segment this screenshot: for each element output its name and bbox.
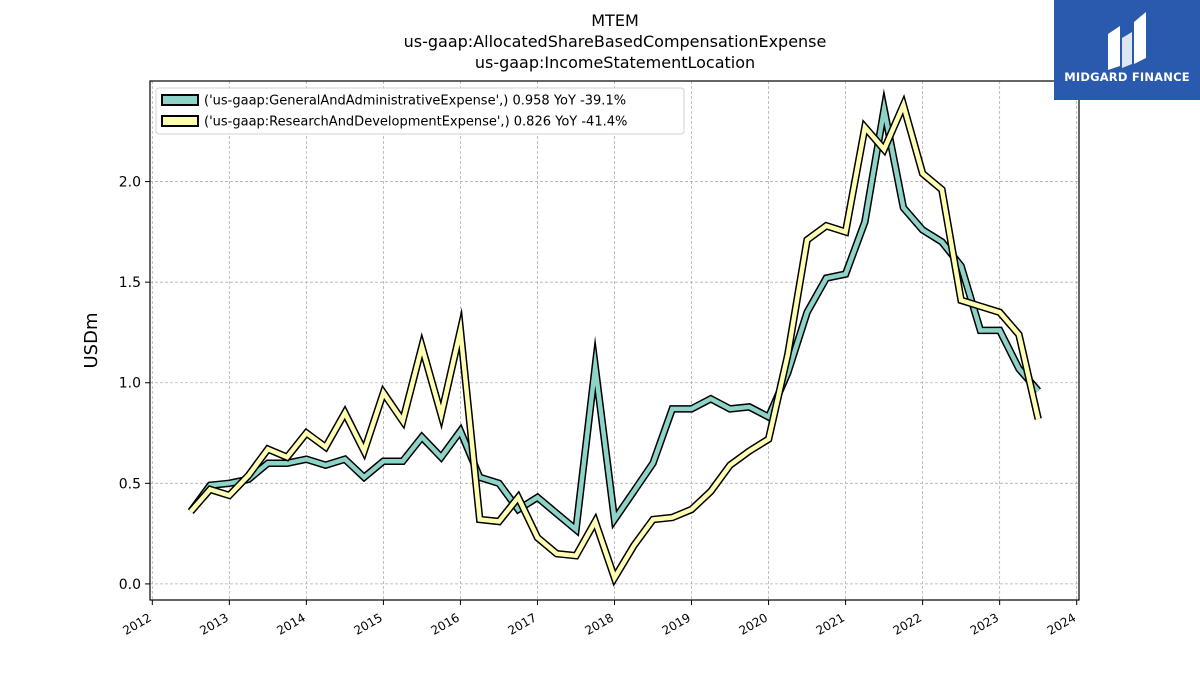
y-tick-label: 1.5 bbox=[119, 275, 141, 291]
legend-swatch bbox=[161, 94, 199, 106]
logo-text: MIDGARD FINANCE bbox=[1064, 70, 1190, 84]
brand-logo: MIDGARD FINANCE bbox=[1054, 0, 1200, 100]
chart-title: MTEM us-gaap:AllocatedShareBasedCompensat… bbox=[404, 11, 827, 72]
legend-box bbox=[155, 87, 685, 135]
series-2 bbox=[187, 93, 1042, 587]
legend-swatch bbox=[161, 115, 199, 127]
y-tick-label: 0.0 bbox=[119, 577, 141, 593]
legend-item: ('us-gaap:GeneralAndAdministrativeExpens… bbox=[161, 94, 626, 109]
title-line: us-gaap:AllocatedShareBasedCompensationE… bbox=[404, 32, 827, 51]
title-line: us-gaap:IncomeStatementLocation bbox=[475, 53, 755, 72]
x-tick-label: 2019 bbox=[660, 610, 693, 637]
x-tick-label: 2020 bbox=[737, 610, 770, 637]
x-tick-label: 2014 bbox=[274, 610, 307, 637]
y-tick-label: 2.0 bbox=[119, 175, 141, 191]
series-line bbox=[188, 96, 1040, 534]
y-tick-label: 1.0 bbox=[119, 376, 141, 392]
legend-label: ('us-gaap:GeneralAndAdministrativeExpens… bbox=[204, 94, 626, 109]
legend: ('us-gaap:GeneralAndAdministrativeExpens… bbox=[155, 87, 685, 135]
y-axis-label: USDm bbox=[81, 313, 102, 369]
series-1 bbox=[187, 88, 1042, 537]
x-tick-label: 2018 bbox=[583, 610, 616, 637]
x-tick-label: 2013 bbox=[197, 610, 230, 637]
logo-mark-icon bbox=[1108, 12, 1146, 70]
x-tick-label: 2015 bbox=[351, 610, 384, 637]
legend-item: ('us-gaap:ResearchAndDevelopmentExpense'… bbox=[161, 115, 627, 130]
series-line bbox=[189, 98, 1041, 584]
x-tick-label: 2016 bbox=[428, 610, 461, 637]
x-tick-label: 2024 bbox=[1045, 610, 1078, 637]
x-tick-label: 2017 bbox=[506, 610, 539, 637]
legend-label: ('us-gaap:ResearchAndDevelopmentExpense'… bbox=[204, 115, 627, 130]
x-tick-label: 2022 bbox=[891, 610, 924, 637]
title-line: MTEM bbox=[591, 11, 639, 30]
x-tick-label: 2023 bbox=[968, 610, 1001, 637]
y-tick-label: 0.5 bbox=[119, 476, 141, 492]
x-tick-label: 2012 bbox=[120, 610, 153, 637]
series bbox=[187, 88, 1042, 587]
x-tick-label: 2021 bbox=[814, 610, 847, 637]
